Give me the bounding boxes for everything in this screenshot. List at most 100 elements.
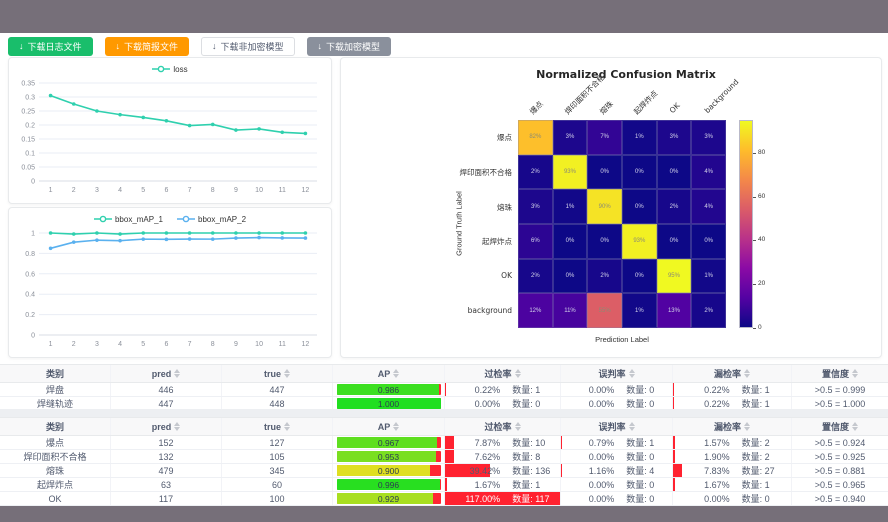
- ground-truth-axis-label: Ground Truth Label: [454, 191, 464, 256]
- true-cell: 447: [222, 383, 333, 396]
- colorbar: [739, 120, 753, 328]
- svg-text:2: 2: [72, 187, 76, 194]
- rate-bar: [445, 464, 491, 477]
- confidence-cell: >0.5 = 0.881: [814, 465, 866, 476]
- col-label-0: 爆点: [528, 99, 546, 117]
- column-header-AP: AP: [333, 365, 445, 382]
- legend-item-loss[interactable]: loss: [152, 65, 188, 74]
- svg-text:1: 1: [49, 341, 53, 348]
- sort-icon[interactable]: [852, 369, 858, 378]
- download-encrypted-model-label: 下载加密模型: [326, 42, 381, 52]
- confusion-matrix-cell: 3%: [552, 120, 588, 155]
- pred-cell: 132: [111, 450, 222, 463]
- rate-bar: [445, 478, 447, 491]
- table-row: 熔珠 479 345 0.900 39.42% 数量: 136 1.16% 数量: 4 7.83…: [0, 464, 888, 478]
- svg-text:9: 9: [234, 341, 238, 348]
- cell-value: 12%: [529, 307, 542, 314]
- sort-icon[interactable]: [284, 369, 290, 378]
- legend-label: bbox_mAP_2: [198, 214, 247, 224]
- sort-icon[interactable]: [393, 422, 400, 431]
- col-label-4: OK: [667, 100, 682, 115]
- sort-icon[interactable]: [628, 422, 635, 431]
- svg-text:10: 10: [255, 187, 263, 194]
- rate-percent: 0.00%: [588, 479, 615, 490]
- column-header-类别: 类别: [0, 418, 111, 435]
- confusion-matrix-cell: 7%: [587, 120, 622, 155]
- colorbar-tick-label: 40: [758, 236, 766, 244]
- sort-icon[interactable]: [174, 422, 181, 431]
- sort-icon[interactable]: [744, 422, 750, 431]
- svg-text:6: 6: [164, 341, 168, 348]
- ap-bar-fill: [336, 451, 436, 462]
- rate-bar: [673, 436, 675, 449]
- rate-quantity: 数量: 0: [626, 399, 655, 409]
- download-report-button[interactable]: ↓ 下载简报文件: [104, 37, 190, 56]
- cell-value: 0%: [600, 238, 609, 245]
- svg-text:7: 7: [188, 341, 192, 348]
- cell-value: 3%: [704, 134, 713, 141]
- legend-item-bbox_mAP_2[interactable]: bbox_mAP_2: [177, 215, 246, 224]
- legend-label: bbox_mAP_1: [114, 214, 163, 224]
- class-name-cell: 焊缝轨迹: [0, 397, 111, 410]
- confusion-matrix-cell: 3%: [656, 120, 692, 155]
- svg-text:11: 11: [279, 187, 286, 194]
- column-header-label: pred: [151, 368, 172, 379]
- sort-icon[interactable]: [514, 422, 521, 431]
- misjudge-rate-cell: 0.00% 数量: 0: [561, 478, 673, 491]
- cell-value: 6%: [530, 238, 540, 245]
- rate-bar: [445, 436, 455, 449]
- download-report-label: 下载简报文件: [124, 42, 179, 52]
- overdetect-rate-cell: 0.00% 数量: 0: [445, 397, 561, 410]
- rate-percent: 0.00%: [588, 398, 615, 409]
- column-header-置信度: 置信度: [792, 365, 888, 382]
- confusion-matrix-cell: 0%: [587, 224, 622, 259]
- sort-icon[interactable]: [852, 422, 858, 431]
- cell-value: 1%: [704, 272, 713, 279]
- svg-text:6: 6: [164, 187, 168, 194]
- confusion-matrix-cell: 1%: [552, 189, 588, 224]
- confusion-matrix-cell: 6%: [518, 224, 553, 259]
- column-header-label: AP: [377, 368, 391, 379]
- rate-percent: 1.57%: [704, 437, 730, 448]
- legend-item-bbox_mAP_1[interactable]: bbox_mAP_1: [93, 214, 163, 224]
- sort-icon[interactable]: [744, 369, 750, 378]
- misjudge-rate-cell: 0.00% 数量: 0: [561, 492, 673, 505]
- sort-icon[interactable]: [514, 369, 521, 378]
- download-plain-model-button[interactable]: ↓ 下载非加密模型: [201, 37, 295, 56]
- column-header-置信度: 置信度: [792, 418, 888, 435]
- svg-text:5: 5: [141, 187, 145, 194]
- confidence-cell: >0.5 = 0.965: [814, 479, 866, 490]
- sort-icon[interactable]: [174, 369, 181, 378]
- sort-icon[interactable]: [393, 369, 400, 378]
- download-log-button[interactable]: ↓ 下载日志文件: [8, 37, 93, 56]
- sort-icon[interactable]: [628, 369, 635, 378]
- table-header-row: 类别 pred true AP 过检率 误判率 漏检率 置信度: [0, 418, 888, 436]
- miss-rate-cell: 0.00% 数量: 0: [673, 492, 792, 505]
- misjudge-rate-cell: 0.00% 数量: 0: [561, 397, 673, 410]
- confusion-matrix-cell: 12%: [518, 293, 553, 328]
- column-header-漏检率: 漏检率: [673, 418, 792, 435]
- cell-value: 0%: [634, 168, 644, 175]
- colorbar-tick: [753, 284, 756, 286]
- download-plain-model-label: 下载非加密模型: [220, 42, 284, 52]
- download-encrypted-model-button[interactable]: ↓ 下载加密模型: [306, 37, 392, 56]
- column-header-label: AP: [377, 421, 391, 432]
- column-header-true: true: [222, 418, 333, 435]
- ap-bar: 0.953: [336, 451, 441, 462]
- cell-value: 4%: [704, 168, 713, 175]
- confusion-matrix-cell: 2%: [587, 258, 622, 294]
- table-divider: [0, 409, 888, 417]
- download-icon: ↓: [19, 41, 24, 51]
- svg-text:7: 7: [188, 187, 192, 194]
- pred-cell: 447: [111, 397, 222, 410]
- rate-quantity: 数量: 0: [626, 494, 655, 504]
- cell-value: 11%: [564, 307, 576, 314]
- class-name-cell: 熔珠: [0, 464, 111, 477]
- ap-bar: 1.000: [336, 398, 441, 409]
- ap-value: 0.900: [377, 465, 400, 476]
- column-header-label: 置信度: [821, 422, 849, 432]
- confusion-matrix-cell: 55%: [587, 293, 622, 328]
- cell-value: 2%: [669, 203, 679, 210]
- sort-icon[interactable]: [284, 422, 290, 431]
- cell-value: 7%: [600, 134, 609, 141]
